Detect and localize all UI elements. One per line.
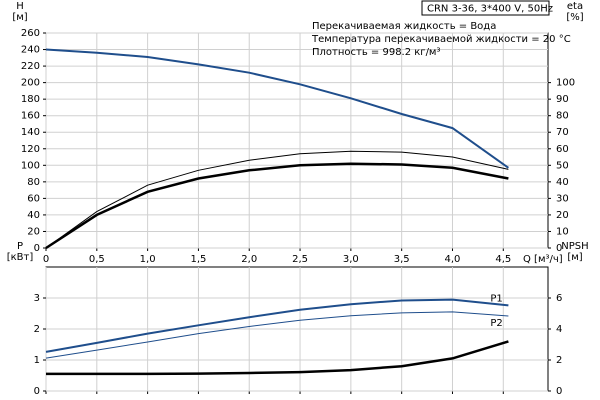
- y2-tick-label: 90: [556, 94, 569, 105]
- y2-tick-label: 20: [556, 210, 569, 221]
- y2-tick-label: 80: [556, 111, 569, 122]
- curve: [45, 311, 509, 359]
- y-axis-label: H: [16, 1, 24, 12]
- annotation: Перекачиваемая жидкость = Вода: [312, 21, 496, 32]
- curve: [45, 48, 509, 169]
- y2-tick-label: 30: [556, 193, 569, 204]
- x-tick-label: 2,0: [241, 254, 257, 265]
- y2-tick-label: 60: [556, 144, 569, 155]
- series-label: P1: [490, 293, 502, 304]
- curve: [45, 162, 509, 250]
- y-axis-label: [кВт]: [7, 252, 34, 263]
- y2-tick-label: 10: [556, 226, 569, 237]
- x-tick-label: 3,0: [343, 254, 359, 265]
- y-tick-label: 80: [27, 177, 40, 188]
- x-tick-label: 1,0: [140, 254, 156, 265]
- y-tick-label: 180: [21, 94, 40, 105]
- y-tick-label: 140: [21, 127, 40, 138]
- y2-tick-label: 0: [556, 243, 562, 254]
- x-tick-label: 1,5: [190, 254, 206, 265]
- y-tick-label: 160: [21, 111, 40, 122]
- x-tick-label: 0,5: [89, 254, 105, 265]
- y-tick-label: 200: [21, 78, 40, 89]
- y2-axis-label: eta: [567, 1, 583, 12]
- y-tick-label: 0: [34, 386, 40, 397]
- y2-tick-label: 0: [556, 386, 562, 397]
- x-axis-label: Q [м³/ч]: [523, 254, 563, 265]
- y-tick-label: 240: [21, 45, 40, 56]
- chart-title: CRN 3-36, 3*400 V, 50Hz: [427, 4, 553, 15]
- y2-tick-label: 40: [556, 177, 569, 188]
- y-tick-label: 100: [21, 160, 40, 171]
- y-tick-label: 3: [34, 293, 40, 304]
- y2-axis-label: NPSH: [561, 241, 588, 252]
- y2-axis-label: [м]: [567, 252, 582, 263]
- y-tick-label: 260: [21, 28, 40, 39]
- x-tick-label: 0: [43, 254, 49, 265]
- x-tick-label: 4,5: [495, 254, 511, 265]
- y-axis-label: P: [17, 241, 23, 252]
- y-tick-label: 2: [34, 324, 40, 335]
- y-tick-label: 40: [27, 210, 40, 221]
- y2-tick-label: 4: [556, 324, 562, 335]
- x-tick-label: 2,5: [292, 254, 308, 265]
- series-label: P2: [490, 318, 502, 329]
- curve: [45, 150, 509, 249]
- plot-area: [45, 32, 549, 249]
- curve: [46, 340, 509, 376]
- annotation: Температура перекачиваемой жидкости = 20…: [311, 34, 571, 45]
- x-tick-label: 3,5: [394, 254, 410, 265]
- y-tick-label: 120: [21, 144, 40, 155]
- y-axis-label: [м]: [12, 12, 27, 23]
- y2-tick-label: 70: [556, 127, 569, 138]
- annotation: Плотность = 998.2 кг/м³: [312, 47, 441, 58]
- title-box: [421, 0, 550, 16]
- curve: [45, 298, 509, 353]
- y2-tick-label: 6: [556, 293, 562, 304]
- y2-tick-label: 50: [556, 160, 569, 171]
- y2-tick-label: 100: [556, 78, 575, 89]
- y2-axis-label: [%]: [566, 12, 583, 23]
- y2-tick-label: 2: [556, 355, 562, 366]
- x-tick-label: 4,0: [445, 254, 461, 265]
- y-tick-label: 0: [34, 243, 40, 254]
- y-tick-label: 20: [27, 226, 40, 237]
- y-tick-label: 220: [21, 61, 40, 72]
- y-tick-label: 60: [27, 193, 40, 204]
- y-tick-label: 1: [34, 355, 40, 366]
